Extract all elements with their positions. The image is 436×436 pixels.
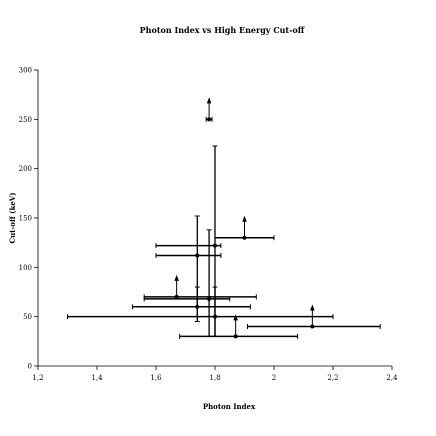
plot-area: 1,2 1,4 1,6 1,8 2 2,2 2,4 0 50 100 150 200 250 300 <box>19 67 398 383</box>
data-point <box>213 314 217 319</box>
x-tick-label: 1,2 <box>32 374 43 382</box>
y-tick-label: 300 <box>19 67 32 75</box>
x-tick-label: 1,6 <box>150 374 162 382</box>
lower-limit-arrow-head <box>174 274 179 281</box>
x-tick-label: 2 <box>272 374 276 382</box>
x-tick-label: 2,4 <box>386 374 398 382</box>
data-point <box>213 243 217 248</box>
lower-limit-arrow-head <box>206 97 212 104</box>
y-axis-label: Cut-off (keV) <box>8 192 17 243</box>
data-point <box>242 235 247 240</box>
y-tick-label: 200 <box>19 165 32 173</box>
data-point <box>233 334 238 339</box>
x-tick-label: 2,2 <box>327 374 338 382</box>
lower-limit-arrow-head <box>242 215 247 222</box>
y-tick-label: 50 <box>23 313 32 321</box>
x-tick-label: 1,4 <box>91 374 103 382</box>
y-tick-label: 250 <box>19 116 32 124</box>
data-point <box>195 253 200 258</box>
y-tick-label: 100 <box>19 264 32 272</box>
lower-limit-arrow-head <box>233 314 238 321</box>
lower-limit-arrow-head <box>310 304 315 311</box>
x-tick-label: 1,8 <box>209 374 220 382</box>
data-point <box>174 294 179 299</box>
y-tick-label: 150 <box>19 215 32 223</box>
data-point <box>195 304 200 309</box>
y-tick-label: 0 <box>28 363 32 371</box>
x-axis-label: Photon Index <box>203 402 256 411</box>
data-point <box>310 324 315 329</box>
chart-title: Photon Index vs High Energy Cut-off <box>140 25 305 35</box>
data-point <box>207 296 212 301</box>
data-point <box>207 117 212 122</box>
